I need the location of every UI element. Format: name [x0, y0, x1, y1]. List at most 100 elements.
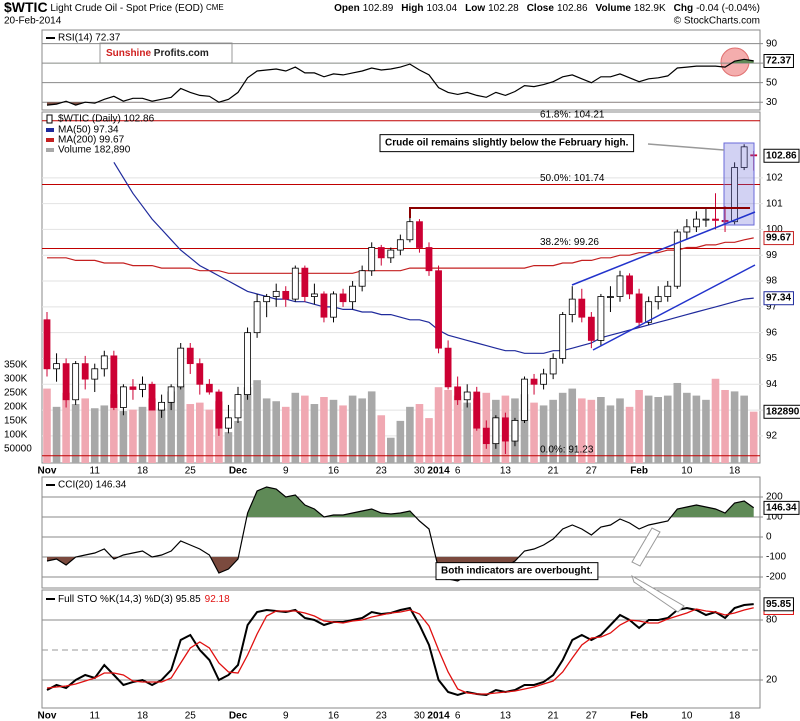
volume-bar [253, 380, 261, 463]
candle-body [301, 267, 309, 297]
x-tick-label: 9 [283, 711, 289, 721]
volume-bar [320, 397, 328, 463]
quote-label: Chg [674, 3, 693, 14]
candle-body [43, 319, 51, 370]
volume-tick-label: 200K [4, 401, 28, 412]
value-tag-box [763, 404, 800, 419]
volume-bar [683, 392, 691, 463]
y-tick-label: 100 [766, 224, 783, 235]
candle-body [62, 363, 70, 401]
candle-body [358, 270, 366, 287]
quote-value: 102.28 [488, 3, 519, 14]
volume-bar [578, 398, 586, 463]
quote-label: Open [334, 3, 360, 14]
legend-swatch [46, 148, 54, 152]
candle-body [530, 378, 538, 385]
candle-body [72, 363, 80, 401]
quote-value: 182.9K [634, 3, 666, 14]
value-tag-box [763, 231, 794, 246]
volume-bar [358, 398, 366, 463]
volume-tick-label: 300K [4, 373, 28, 384]
volume-bar [329, 399, 338, 463]
symbol: $WTIC [4, 0, 48, 15]
volume-bar [539, 405, 548, 463]
volume-bar [663, 395, 672, 463]
candle-body [521, 378, 528, 421]
x-tick-label: 25 [185, 711, 197, 721]
fib-label: 38.2%: 99.26 [540, 237, 599, 248]
volume-bar [262, 398, 271, 463]
moving-average [47, 237, 754, 274]
candle-body [492, 417, 500, 445]
y-tick-label: 96 [766, 327, 778, 338]
volume-bar [702, 399, 710, 463]
x-tick-label: 23 [376, 711, 388, 721]
candle-body [253, 301, 261, 334]
quote-label: Close [527, 3, 555, 14]
x-tick-label: 18 [729, 466, 741, 477]
volume-bar [444, 389, 452, 463]
legend-entry: Full STO %K(14,3) %D(3) 95.85 [58, 594, 201, 605]
volume-bar [549, 399, 557, 463]
annotation: Crude oil remains slightly below the Feb… [385, 138, 629, 149]
x-tick-label: 18 [729, 711, 741, 721]
candle-body [148, 383, 156, 411]
x-tick-label: 10 [681, 711, 693, 721]
volume-bar [62, 392, 70, 463]
volume-bar [597, 397, 605, 463]
fib-label: 61.8%: 104.21 [540, 109, 605, 120]
candle-body [635, 293, 643, 323]
candle-body [425, 247, 433, 272]
volume-bar [654, 397, 662, 463]
fib-label: 50.0%: 101.74 [540, 173, 605, 184]
value-tag: 97.34 [766, 293, 791, 304]
candle-body [597, 296, 605, 341]
legend: Full STO %K(14,3) %D(3) 95.85 92.18 [58, 594, 230, 605]
candle-body [196, 363, 204, 385]
candle-body [205, 383, 213, 393]
candle-body [139, 383, 146, 390]
candle-body [664, 285, 672, 297]
oversold-fill [47, 557, 754, 581]
value-tag: 182890 [766, 406, 800, 417]
fib-label: 0.0%: 91.23 [540, 444, 594, 455]
volume-bar [157, 408, 166, 463]
x-tick-label: 11 [90, 466, 101, 477]
y-tick-label: 94 [766, 379, 778, 390]
y-tick-label: 97 [766, 301, 778, 312]
candle-body [616, 275, 624, 297]
volume-bar [291, 392, 300, 463]
x-tick-label: 11 [90, 711, 101, 721]
candle-body [482, 427, 490, 445]
candle-body [396, 239, 404, 251]
candle-body [454, 386, 462, 401]
candle-body [330, 293, 337, 318]
panel-title: RSI(14) 72.37 [58, 33, 121, 44]
quote-value: -0.04 (-0.04%) [696, 3, 760, 14]
price-tag: 102.86 [766, 150, 797, 161]
volume-bar [348, 395, 357, 463]
candle-body [740, 146, 748, 168]
y-tick-label: 200 [766, 492, 783, 503]
y-tick-label: 99 [766, 250, 778, 261]
candle-body [702, 218, 710, 221]
quote: Open 102.89 High 103.04 Low 102.28 Close 102.86… [334, 3, 760, 14]
volume-bar [224, 432, 233, 463]
candle-body [349, 285, 357, 303]
candle-body [673, 231, 681, 287]
candle-body [473, 391, 481, 429]
candle-body [186, 347, 194, 365]
volume-tick-label: 250K [4, 387, 28, 398]
candle-body [721, 219, 729, 223]
y-tick-label: 102 [766, 172, 783, 183]
cci-panel [41, 476, 761, 589]
candle-body [225, 417, 232, 429]
candle-body [607, 296, 614, 298]
exchange: CME [206, 3, 224, 12]
x-tick-label: 13 [500, 711, 512, 721]
candle-body [712, 218, 719, 221]
candle-body [416, 221, 423, 248]
sto-panel [41, 589, 761, 709]
x-tick-label: 13 [500, 466, 512, 477]
x-tick-label: 6 [455, 466, 461, 477]
